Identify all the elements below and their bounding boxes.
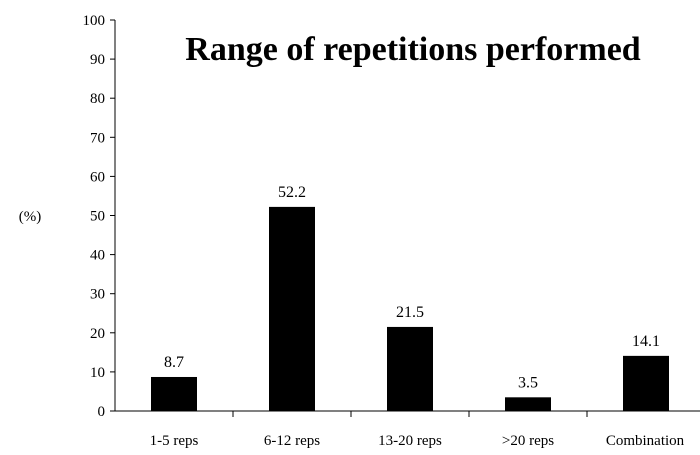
data-label: 14.1 [632,333,660,350]
bar [151,376,197,411]
y-tick-label: 90 [90,52,105,68]
bar [387,326,433,411]
y-tick-label: 70 [90,130,105,146]
data-label: 21.5 [396,304,424,321]
y-tick-label: 50 [90,209,105,225]
y-tick-label: 30 [90,287,105,303]
y-tick-label: 80 [90,91,105,107]
data-label: 52.2 [278,184,306,201]
chart-title: Range of repetitions performed [185,31,641,68]
y-tick-label: 0 [98,404,106,420]
y-tick-label: 60 [90,169,105,185]
bar [505,397,551,411]
y-tick-label: 40 [90,248,105,264]
bar [269,206,315,411]
data-label: 8.7 [164,354,184,371]
y-tick-label: 10 [90,365,105,381]
x-category-label: >20 reps [502,433,554,449]
bar [623,355,669,411]
x-category-label: Combination [606,433,685,449]
x-category-label: 1-5 reps [150,433,199,449]
y-tick-label: 20 [90,326,105,342]
y-tick-label: 100 [83,13,106,29]
x-category-label: 6-12 reps [264,433,320,449]
y-axis-label: (%) [19,209,42,225]
x-category-label: 13-20 reps [378,433,442,449]
data-label: 3.5 [518,374,538,391]
